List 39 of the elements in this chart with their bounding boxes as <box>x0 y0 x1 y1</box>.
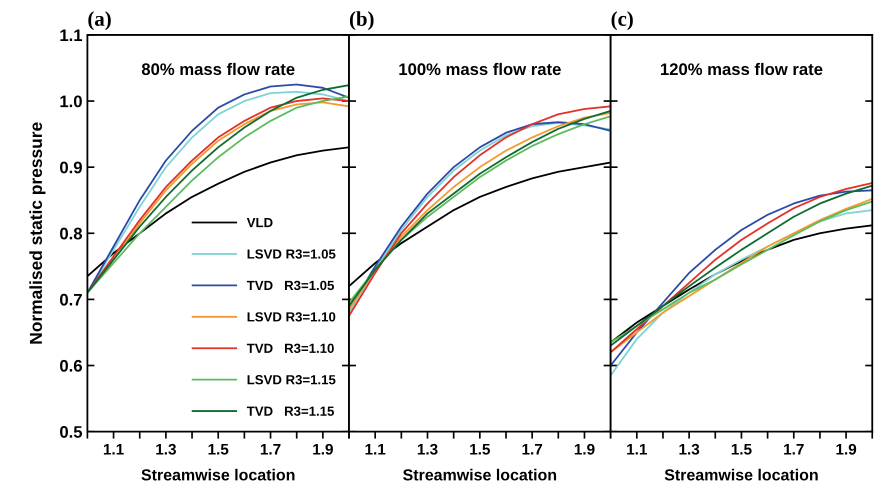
legend-label: LSVD R3=1.15 <box>248 375 336 384</box>
y-tick-label: 1.1 <box>60 30 82 41</box>
legend-label: LSVD R3=1.10 <box>248 312 336 322</box>
y-tick-label: 0.8 <box>60 228 82 240</box>
y-tick-label: 1.0 <box>60 95 82 108</box>
legend-label: TVD R3=1.10 <box>246 344 334 353</box>
chart-title: (b) <box>350 11 374 30</box>
y-tick-label: 0.9 <box>60 162 82 174</box>
x-axis-title: Streamwise location <box>403 468 556 481</box>
x-tick-label: 1.5 <box>732 444 752 455</box>
text: 100% mass flow rate <box>399 62 561 76</box>
text: 120% mass flow rate <box>660 62 822 76</box>
x-tick-label: 1.7 <box>784 444 804 455</box>
x-tick-label: 1.3 <box>156 444 176 455</box>
y-tick-label: 0.5 <box>60 426 82 438</box>
x-tick-label: 1.9 <box>313 444 333 455</box>
legend-label: VLD <box>246 218 273 228</box>
x-tick-label: 1.7 <box>260 444 280 455</box>
x-tick-label: 1.3 <box>679 444 700 455</box>
x-tick-label: 1.3 <box>418 444 438 455</box>
x-axis-title: Streamwise location <box>141 468 294 481</box>
x-tick-label: 1.5 <box>208 444 228 455</box>
text: 80% mass flow rate <box>142 62 295 76</box>
y-tick-label: 0.7 <box>60 294 82 306</box>
x-tick-label: 1.9 <box>574 444 595 455</box>
chart-title: (c) <box>612 11 633 30</box>
y-tick-label: 0.6 <box>60 360 82 372</box>
x-tick-label: 1.1 <box>104 444 124 455</box>
legend-label: TVD R3=1.05 <box>246 280 334 290</box>
legend-label: TVD R3=1.15 <box>246 406 334 416</box>
x-tick-label: 1.9 <box>836 444 856 455</box>
chart-title: (a) <box>88 11 111 30</box>
legend-label: LSVD R3=1.05 <box>248 249 336 259</box>
x-tick-label: 1.1 <box>366 444 386 455</box>
x-tick-label: 1.7 <box>522 444 542 455</box>
x-axis-title: Streamwise location <box>664 468 818 481</box>
x-tick-label: 1.5 <box>470 444 490 455</box>
x-tick-label: 1.1 <box>627 444 647 455</box>
y-axis-title: Normalised static pressure <box>29 122 46 344</box>
